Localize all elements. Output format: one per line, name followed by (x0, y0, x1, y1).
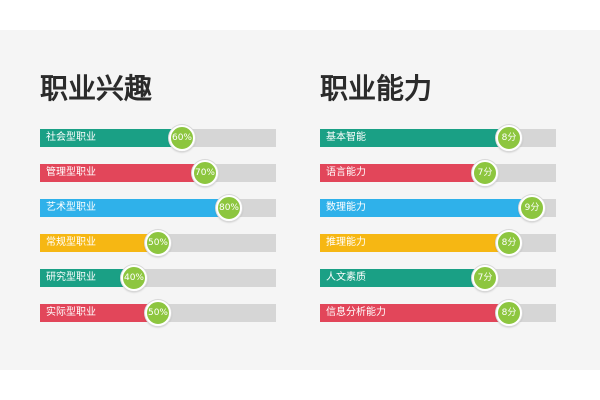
value-badge: 7分 (472, 160, 498, 186)
bar-fill (320, 129, 509, 147)
interest-title: 职业兴趣 (40, 72, 153, 105)
bar-label: 数理能力 (326, 202, 366, 213)
bar-track (320, 199, 556, 217)
bar-row: 数理能力 9分 (320, 195, 570, 221)
bar-fill (320, 304, 509, 322)
value-badge: 7分 (472, 265, 498, 291)
value-badge: 8分 (496, 300, 522, 326)
bar-fill (320, 199, 532, 217)
bar-track (40, 269, 276, 287)
bar-fill (320, 269, 485, 287)
bar-fill (40, 234, 158, 252)
ability-bars: 基本智能 8分 语言能力 7分 数理能力 9分 推理能力 8分 人文素质 7分 信息分析能力 8分 (320, 125, 570, 326)
chart-canvas: 职业兴趣 社会型职业 60% 管理型职业 70% 艺术型职业 80% 常规型职业 50% 研究型… (0, 30, 600, 370)
bar-row: 语言能力 7分 (320, 160, 570, 186)
value-badge: 80% (216, 195, 242, 221)
bar-row: 基本智能 8分 (320, 125, 570, 151)
bar-label: 常规型职业 (46, 237, 96, 248)
bar-fill (40, 304, 158, 322)
value-badge: 70% (192, 160, 218, 186)
interest-panel: 职业兴趣 社会型职业 60% 管理型职业 70% 艺术型职业 80% 常规型职业 50% 研究型… (40, 70, 290, 335)
bar-fill (40, 164, 205, 182)
value-badge: 9分 (519, 195, 545, 221)
bar-row: 人文素质 7分 (320, 265, 570, 291)
bar-track (40, 129, 276, 147)
bar-row: 推理能力 8分 (320, 230, 570, 256)
bar-row: 信息分析能力 8分 (320, 300, 570, 326)
bar-row: 研究型职业 40% (40, 265, 290, 291)
bar-fill (40, 269, 134, 287)
bar-label: 人文素质 (326, 272, 366, 283)
bar-label: 管理型职业 (46, 167, 96, 178)
bar-label: 基本智能 (326, 132, 366, 143)
bar-fill (320, 234, 509, 252)
value-badge: 50% (145, 230, 171, 256)
bar-label: 实际型职业 (46, 307, 96, 318)
ability-title: 职业能力 (320, 72, 433, 105)
value-badge: 8分 (496, 125, 522, 151)
bar-fill (40, 199, 229, 217)
bar-fill (40, 129, 182, 147)
bar-label: 研究型职业 (46, 272, 96, 283)
bar-row: 常规型职业 50% (40, 230, 290, 256)
bar-row: 实际型职业 50% (40, 300, 290, 326)
interest-bars: 社会型职业 60% 管理型职业 70% 艺术型职业 80% 常规型职业 50% 研究型职业 40%… (40, 125, 290, 326)
bar-row: 艺术型职业 80% (40, 195, 290, 221)
value-badge: 50% (145, 300, 171, 326)
bar-label: 社会型职业 (46, 132, 96, 143)
bar-row: 管理型职业 70% (40, 160, 290, 186)
value-badge: 40% (121, 265, 147, 291)
bar-label: 语言能力 (326, 167, 366, 178)
bar-row: 社会型职业 60% (40, 125, 290, 151)
value-badge: 60% (169, 125, 195, 151)
bar-label: 艺术型职业 (46, 202, 96, 213)
bar-label: 推理能力 (326, 237, 366, 248)
bar-label: 信息分析能力 (326, 307, 386, 318)
value-badge: 8分 (496, 230, 522, 256)
bar-fill (320, 164, 485, 182)
ability-panel: 职业能力 基本智能 8分 语言能力 7分 数理能力 9分 推理能力 8分 人文素质 7分 信息分析能… (320, 70, 570, 335)
